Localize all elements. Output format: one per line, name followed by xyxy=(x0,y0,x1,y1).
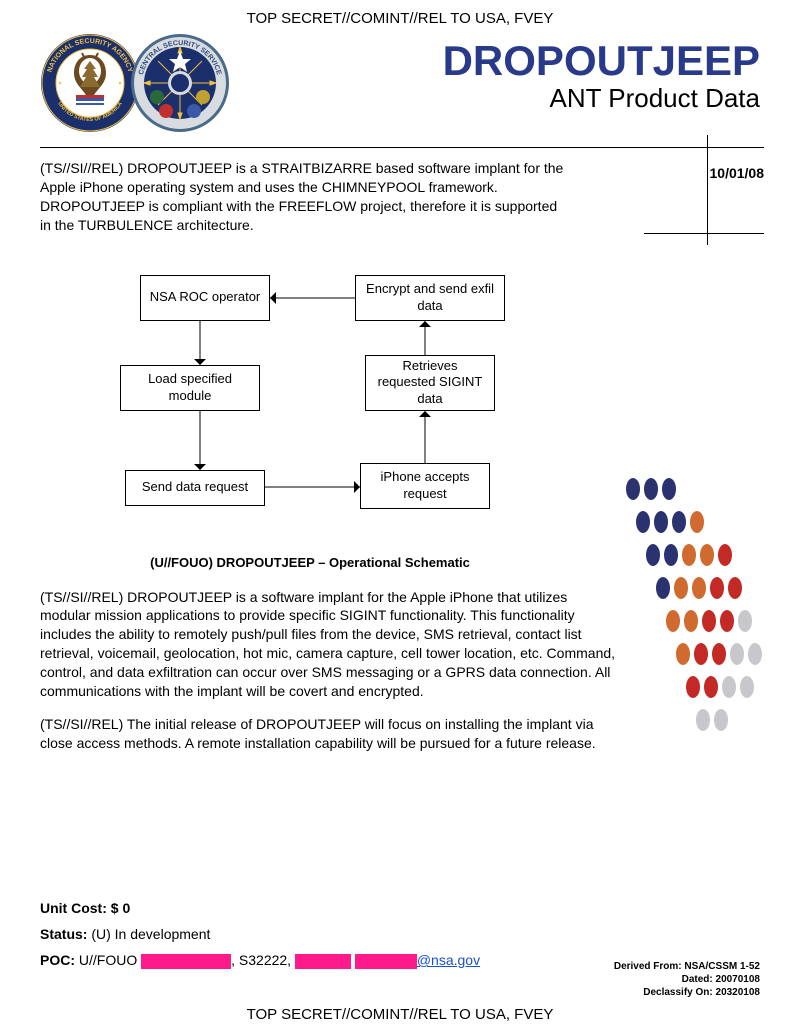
dot-row xyxy=(626,676,766,703)
divider-line xyxy=(644,233,764,234)
operational-schematic: NSA ROC operator Encrypt and send exfil d… xyxy=(100,275,540,545)
unit-cost: Unit Cost: $ 0 xyxy=(40,900,480,916)
poc-code: , S32222, xyxy=(231,952,291,968)
redaction-bar xyxy=(295,954,351,969)
divider-line xyxy=(707,135,708,245)
dot-icon xyxy=(686,676,700,698)
agency-seals: NATIONAL SECURITY AGENCY UNITED STATES O… xyxy=(40,33,230,133)
flowchart-node: iPhone accepts request xyxy=(360,463,490,509)
dot-icon xyxy=(738,610,752,632)
product-title: DROPOUTJEEP xyxy=(443,37,760,85)
decorative-dots xyxy=(626,478,766,742)
dot-row xyxy=(626,709,766,736)
dot-icon xyxy=(654,511,668,533)
dot-icon xyxy=(692,577,706,599)
dot-row xyxy=(626,478,766,505)
dot-icon xyxy=(694,643,708,665)
poc-prefix: U//FOUO xyxy=(79,952,137,968)
intro-section: (TS//SI//REL) DROPOUTJEEP is a STRAITBIZ… xyxy=(40,147,760,235)
diagram-caption: (U//FOUO) DROPOUTJEEP – Operational Sche… xyxy=(0,555,620,570)
status-row: Status: (U) In development xyxy=(40,926,480,942)
flowchart-node: Retrieves requested SIGINT data xyxy=(365,355,495,411)
derived-line: Dated: 20070108 xyxy=(614,973,760,986)
status-label: Status: xyxy=(40,926,87,942)
dot-icon xyxy=(710,577,724,599)
dot-icon xyxy=(676,643,690,665)
dot-icon xyxy=(674,577,688,599)
product-subtitle: ANT Product Data xyxy=(443,83,760,114)
footer-block: Unit Cost: $ 0 Status: (U) In developmen… xyxy=(40,900,480,979)
dot-icon xyxy=(722,676,736,698)
poc-row: POC: U//FOUO , S32222, @nsa.gov xyxy=(40,952,480,969)
dot-row xyxy=(626,511,766,538)
intro-paragraph: (TS//SI//REL) DROPOUTJEEP is a STRAITBIZ… xyxy=(40,147,570,235)
cost-value: 0 xyxy=(122,900,130,916)
status-value: (U) In development xyxy=(91,926,210,942)
document-date: 10/01/08 xyxy=(710,165,765,181)
derived-line: Derived From: NSA/CSSM 1-52 xyxy=(614,960,760,973)
dot-icon xyxy=(702,610,716,632)
poc-email-link[interactable]: @nsa.gov xyxy=(417,952,480,968)
dot-icon xyxy=(664,544,678,566)
dot-row xyxy=(626,643,766,670)
dot-icon xyxy=(684,610,698,632)
dot-icon xyxy=(700,544,714,566)
redaction-bar xyxy=(141,954,231,969)
dot-icon xyxy=(682,544,696,566)
dot-icon xyxy=(672,511,686,533)
dot-icon xyxy=(662,478,676,500)
dot-icon xyxy=(644,478,658,500)
redaction-bar xyxy=(355,954,417,969)
dot-icon xyxy=(714,709,728,731)
dot-icon xyxy=(740,676,754,698)
dot-row xyxy=(626,544,766,571)
dot-icon xyxy=(718,544,732,566)
dot-icon xyxy=(666,610,680,632)
header: NATIONAL SECURITY AGENCY UNITED STATES O… xyxy=(0,33,800,133)
dot-icon xyxy=(730,643,744,665)
poc-label: POC: xyxy=(40,952,75,968)
flowchart-node: NSA ROC operator xyxy=(140,275,270,321)
dot-icon xyxy=(748,643,762,665)
dot-icon xyxy=(690,511,704,533)
dot-icon xyxy=(728,577,742,599)
dot-row xyxy=(626,610,766,637)
divider-line xyxy=(40,147,764,148)
flowchart-node: Encrypt and send exfil data xyxy=(355,275,505,321)
dot-icon xyxy=(656,577,670,599)
css-seal-icon: CENTRAL SECURITY SERVICE xyxy=(130,33,230,133)
dot-icon xyxy=(696,709,710,731)
dot-icon xyxy=(720,610,734,632)
cost-label: Unit Cost: $ xyxy=(40,900,119,916)
classification-footer: TOP SECRET//COMINT//REL TO USA, FVEY xyxy=(0,996,800,1029)
dot-icon xyxy=(636,511,650,533)
dot-row xyxy=(626,577,766,604)
dot-icon xyxy=(646,544,660,566)
flowchart-node: Load specified module xyxy=(120,365,260,411)
classification-header: TOP SECRET//COMINT//REL TO USA, FVEY xyxy=(0,0,800,33)
nsa-seal-icon: NATIONAL SECURITY AGENCY UNITED STATES O… xyxy=(40,33,140,133)
flowchart-node: Send data request xyxy=(125,470,265,506)
title-block: DROPOUTJEEP ANT Product Data xyxy=(443,33,760,114)
dot-icon xyxy=(712,643,726,665)
derived-from-block: Derived From: NSA/CSSM 1-52 Dated: 20070… xyxy=(614,960,760,999)
dot-icon xyxy=(704,676,718,698)
dot-icon xyxy=(626,478,640,500)
